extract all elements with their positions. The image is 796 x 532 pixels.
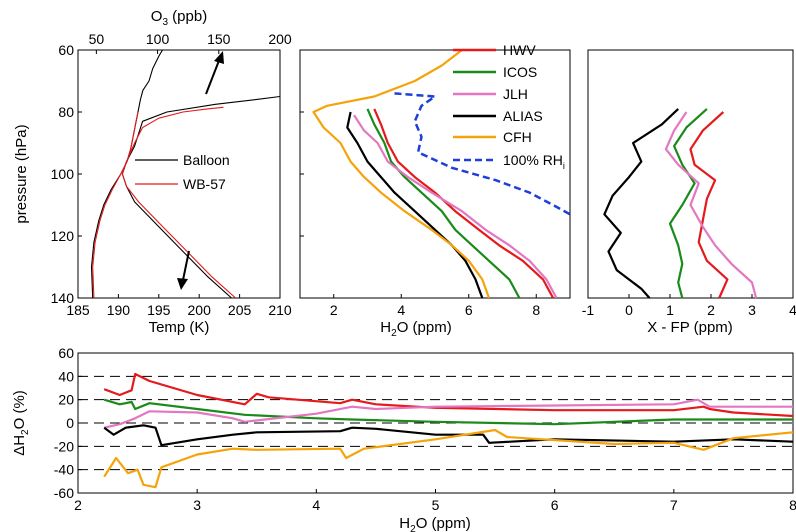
temperature-x-tick-label-190: 190 xyxy=(107,302,131,318)
ozone-tick-label-100: 100 xyxy=(146,31,170,47)
series-wb-57-ozone-line xyxy=(92,111,139,299)
legend-alias-label: ALIAS xyxy=(503,108,543,124)
arrow-temperature-annotation xyxy=(177,250,190,290)
legend-balloon-label: Balloon xyxy=(183,152,230,168)
percent-y-tick-label-40: -40 xyxy=(54,462,74,478)
arrow-ozone-annotation xyxy=(205,51,224,95)
pressure-y-tick-label-60: 60 xyxy=(58,42,74,58)
series-cfh-percent-line xyxy=(103,428,794,489)
water-vapor-x-tick-label-4: 4 xyxy=(397,302,405,318)
water-vapor-x-tick-label-6: 6 xyxy=(465,302,473,318)
pressure-y-tick-label-100: 100 xyxy=(51,166,75,182)
percent-x-tick-label-6: 6 xyxy=(551,497,559,513)
legend-wb57-label: WB-57 xyxy=(183,176,226,192)
series-icos-line xyxy=(366,108,521,298)
series-icos-percent-line xyxy=(103,398,793,426)
panel-percent-difference: 2 3 4 5 6 7 8 -60 -40 -20 0 20 40 60 ΔH2O (%) H2O (pp… xyxy=(11,345,796,532)
series-balloon-ozone-line xyxy=(90,49,163,299)
series-alias-percent-line xyxy=(103,424,794,447)
series-alias-difference-line xyxy=(603,108,679,299)
series-balloon-temperature-line xyxy=(121,95,281,299)
percent-x-tick-label-7: 7 xyxy=(670,497,678,513)
percent-x-tick-label-5: 5 xyxy=(432,497,440,513)
series-icos-difference-line xyxy=(668,108,708,299)
percent-x-tick-label-2: 2 xyxy=(74,497,82,513)
percent-x-tick-label-8: 8 xyxy=(789,497,796,513)
difference-x-tick-label-3: 3 xyxy=(748,302,756,318)
difference-x-tick-label-1: 1 xyxy=(666,302,674,318)
temperature-x-tick-label-200: 200 xyxy=(188,302,212,318)
ozone-tick-label-50: 50 xyxy=(89,31,105,47)
difference-x-tick-label-1: -1 xyxy=(582,302,595,318)
series-jlh-percent-line xyxy=(103,398,793,429)
legend-hwv-label: HWV xyxy=(503,42,536,58)
temperature-x-tick-label-185: 185 xyxy=(66,302,90,318)
water-vapor-legend: HWV ICOS JLH ALIAS CFH 100% RHi xyxy=(453,42,565,171)
series-hwv-percent-line xyxy=(103,372,794,418)
temperature-x-tick-label-195: 195 xyxy=(147,302,171,318)
series-100-rh-i-line xyxy=(394,92,570,216)
panel-temperature-frame xyxy=(77,49,281,299)
panel-water-vapor: 2 4 6 8 H2O (ppm) HWV ICOS JLH ALIAS CFH 10… xyxy=(299,42,571,339)
water-vapor-x-tick-label-2: 2 xyxy=(330,302,338,318)
legend-icos-label: ICOS xyxy=(503,64,537,80)
difference-x-tick-label-2: 2 xyxy=(707,302,715,318)
series-alias-line xyxy=(346,111,484,298)
difference-x-tick-label-4: 4 xyxy=(789,302,796,318)
temperature-x-tick-label-205: 205 xyxy=(228,302,252,318)
temperature-x-label: Temp (K) xyxy=(149,319,210,336)
panel-temperature: 185 190 195 200 205 210 50 100 150 200 60 80 100 120 1… xyxy=(13,8,292,336)
legend-rhi-label: 100% RHi xyxy=(503,152,565,171)
water-vapor-x-tick-label-8: 8 xyxy=(532,302,540,318)
panel-difference: -1 0 1 2 3 4 X - FP (ppm) xyxy=(582,49,796,336)
ozone-tick-label-200: 200 xyxy=(268,31,292,47)
percent-y-tick-label-0: 0 xyxy=(66,415,74,431)
percent-y-tick-label-60: 60 xyxy=(58,345,74,361)
percent-y-tick-label-40: 40 xyxy=(58,368,74,384)
pressure-y-label: pressure (hPa) xyxy=(13,124,30,223)
legend-cfh-label: CFH xyxy=(503,129,532,145)
percent-y-tick-label-20: -20 xyxy=(54,438,74,454)
difference-x-tick-label-0: 0 xyxy=(625,302,633,318)
percent-y-label: ΔH2O (%) xyxy=(11,390,31,456)
series-wb-57-temperature-line xyxy=(121,106,236,299)
pressure-y-tick-label-140: 140 xyxy=(51,290,75,306)
ozone-axis-label: O3 (ppb) xyxy=(151,8,207,28)
legend-jlh-label: JLH xyxy=(503,86,528,102)
temperature-x-tick-label-210: 210 xyxy=(268,302,292,318)
series-jlh-difference-line xyxy=(664,111,758,299)
pressure-y-tick-label-80: 80 xyxy=(58,104,74,120)
temperature-legend: Balloon WB-57 xyxy=(135,152,230,192)
series-hwv-difference-line xyxy=(689,111,729,299)
percent-y-tick-label-60: -60 xyxy=(54,485,74,501)
pressure-y-tick-label-120: 120 xyxy=(51,228,75,244)
percent-x-tick-label-3: 3 xyxy=(193,497,201,513)
percent-x-tick-label-4: 4 xyxy=(312,497,320,513)
series-jlh-line xyxy=(353,114,558,298)
water-vapor-x-label: H2O (ppm) xyxy=(380,319,451,339)
percent-y-tick-label-20: 20 xyxy=(58,392,74,408)
panel-difference-frame xyxy=(587,49,794,299)
percent-x-label: H2O (ppm) xyxy=(399,515,470,532)
ozone-tick-label-150: 150 xyxy=(207,31,231,47)
difference-x-label: X - FP (ppm) xyxy=(647,319,733,336)
series-cfh-line xyxy=(312,50,491,298)
